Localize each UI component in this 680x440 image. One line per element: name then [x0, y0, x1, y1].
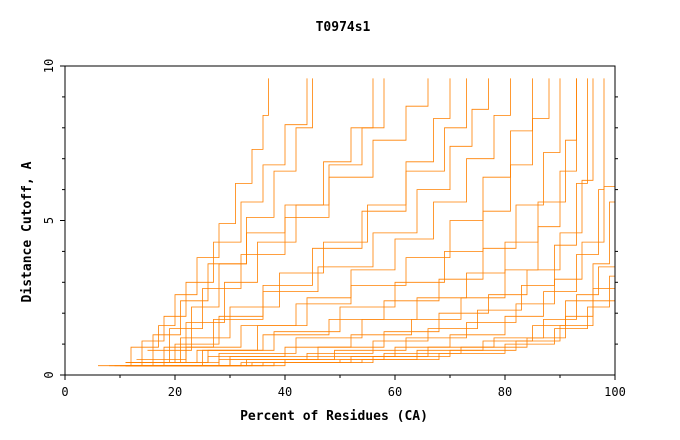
series-line-13: [125, 78, 594, 367]
x-tick-label-100: 100: [604, 385, 626, 399]
x-axis: 0 20 40 60 80 100: [61, 375, 626, 399]
series-line-4: [125, 78, 429, 364]
series-line-9: [125, 78, 588, 364]
x-tick-label-60: 60: [388, 385, 402, 399]
x-tick-label-40: 40: [278, 385, 292, 399]
series-line-20: [125, 78, 616, 367]
series-line-19: [125, 78, 451, 364]
x-axis-label: Percent of Residues (CA): [240, 409, 428, 424]
y-axis-label: Distance Cutoff, A: [20, 161, 35, 302]
x-tick-label-80: 80: [498, 385, 512, 399]
series-layer: [98, 78, 616, 367]
y-axis: 0 5 10: [42, 59, 618, 379]
series-line-14: [125, 78, 550, 364]
y-tick-label-10: 10: [42, 59, 56, 73]
series-line-1: [98, 78, 269, 367]
series-line-23: [125, 78, 511, 367]
x-tick-label-0: 0: [61, 385, 68, 399]
x-tick-label-20: 20: [168, 385, 182, 399]
series-line-21: [136, 78, 385, 361]
series-line-15: [114, 78, 467, 367]
series-line-17: [125, 254, 616, 367]
series-line-22: [125, 232, 616, 367]
series-line-7: [125, 78, 561, 364]
series-line-8: [125, 78, 577, 364]
chart-title: T0974s1: [316, 20, 371, 35]
series-line-2: [109, 78, 308, 367]
series-line-24: [147, 78, 313, 351]
series-line-5: [125, 78, 489, 364]
y-tick-label-5: 5: [42, 217, 56, 224]
y-tick-label-0: 0: [42, 371, 56, 378]
series-line-18: [125, 78, 577, 367]
